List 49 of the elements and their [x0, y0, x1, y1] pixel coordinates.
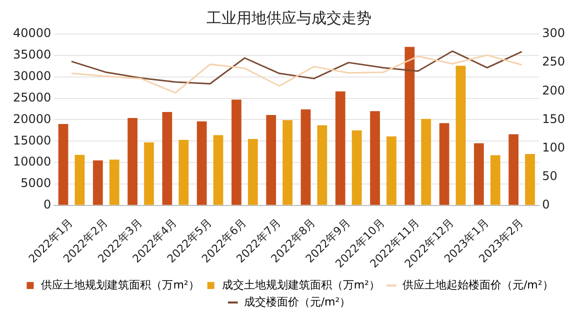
y-tick-label: 20000 [12, 112, 52, 126]
bar [300, 109, 311, 205]
y-tick-label: 35000 [12, 48, 52, 62]
bar [213, 135, 224, 205]
bar [490, 155, 500, 205]
bar [74, 154, 85, 205]
y2-tick-label: 50 [542, 168, 558, 183]
y-tick-label: 25000 [12, 90, 52, 104]
bar [456, 66, 466, 205]
bar [282, 120, 292, 205]
legend-label: 供应土地规划建筑面积（万m²） [41, 278, 200, 292]
bar [525, 154, 535, 205]
bar [404, 46, 415, 205]
y-tick-label: 5000 [20, 176, 52, 190]
bar [335, 91, 346, 205]
y2-tick-label: 300 [542, 26, 565, 40]
bar [196, 121, 207, 205]
bar [178, 140, 189, 205]
y2-tick-label: 200 [542, 83, 565, 98]
y2-tick-label: 0 [542, 198, 550, 212]
chart-title: 工业用地供应与成交走势 [206, 8, 372, 27]
y-tick-label: 15000 [12, 133, 52, 148]
y-tick-label: 30000 [12, 68, 52, 83]
bar [370, 111, 380, 205]
bar [109, 160, 120, 205]
y2-tick-label: 150 [542, 112, 565, 126]
y2-tick-label: 100 [542, 140, 565, 154]
bar [92, 160, 103, 205]
bar [439, 123, 450, 205]
y-tick-label: 0 [44, 198, 52, 212]
bar [232, 100, 242, 205]
legend-label: 成交土地规划建筑面积（万m²） [222, 278, 380, 292]
bar [508, 134, 518, 205]
legend-label: 供应土地起始楼面价（元/m²） [402, 278, 554, 292]
bar [266, 114, 276, 205]
legend-label: 成交楼面价（元/m²） [244, 295, 351, 308]
bar [317, 125, 328, 205]
bar [144, 142, 154, 205]
bar [58, 124, 68, 205]
y-tick-label: 10000 [12, 154, 52, 169]
bar [421, 118, 432, 205]
bar [386, 136, 396, 205]
bar [474, 143, 484, 205]
y-tick-label: 40000 [12, 26, 52, 40]
bar [162, 112, 172, 205]
bar [128, 118, 138, 205]
y2-tick-label: 250 [542, 54, 565, 69]
bar [248, 138, 258, 205]
bar [352, 130, 362, 205]
